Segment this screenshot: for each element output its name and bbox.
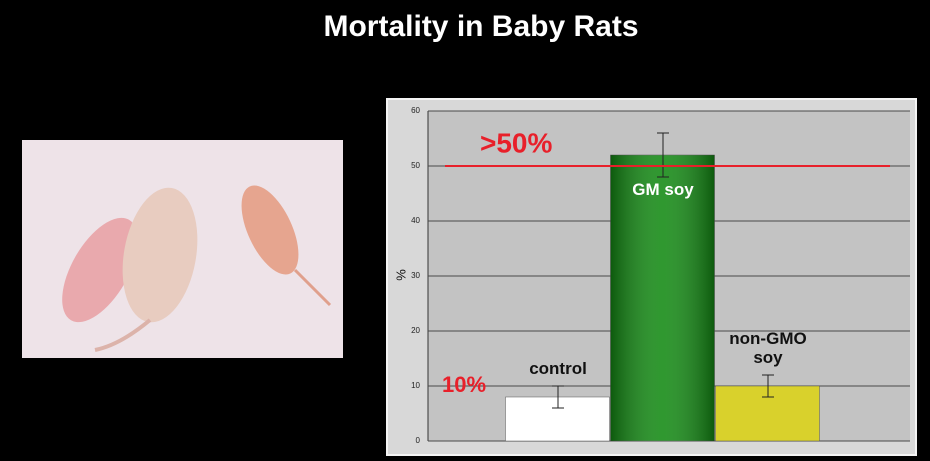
chart-title: Mortality in Baby Rats [323,10,638,43]
annotation: 10% [442,372,486,397]
y-tick-label: 60 [411,106,420,115]
y-tick-label: 0 [416,436,421,445]
y-tick-label: 50 [411,161,420,170]
category-label: non-GMO soy [729,329,807,367]
category-label: GM soy [632,179,694,199]
photo [22,140,343,358]
y-tick-label: 40 [411,216,420,225]
category-label: control [529,359,587,378]
y-tick-label: 30 [411,271,420,280]
y-tick-label: 10 [411,381,420,390]
bar-shading [610,155,715,441]
reference-label: >50% [480,127,552,158]
y-axis-label: % [393,269,408,281]
y-tick-label: 20 [411,326,420,335]
